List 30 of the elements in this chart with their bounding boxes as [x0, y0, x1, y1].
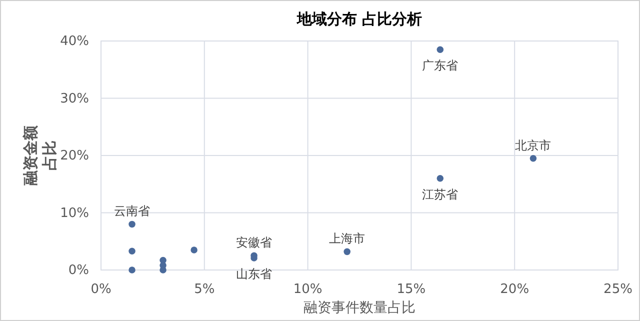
- y-tick-label: 20%: [60, 148, 89, 164]
- annotation: 广东省: [422, 58, 458, 73]
- y-tick-label: 40%: [60, 34, 89, 50]
- annotation: 江苏省: [422, 187, 458, 202]
- point: [128, 266, 136, 274]
- point: [344, 248, 350, 256]
- point: [436, 46, 444, 53]
- y-axis-title: 融资金额占比: [22, 124, 58, 186]
- x-tick-label: 5%: [194, 282, 215, 298]
- point: [190, 246, 198, 254]
- annotation: 上海市: [329, 232, 366, 246]
- x-axis-title: 融资事件数量占比: [304, 300, 416, 316]
- annotation: 云南省: [114, 204, 150, 218]
- y-tick-label: 0%: [68, 263, 89, 278]
- point: [128, 220, 136, 228]
- x-tick-label: 20%: [500, 282, 530, 298]
- x-tick-label: 25%: [604, 282, 632, 298]
- annotation: 山东省: [236, 266, 272, 281]
- x-tick-label: 0%: [90, 282, 112, 298]
- x-tick-label: 10%: [293, 282, 322, 298]
- point: [160, 266, 166, 274]
- point: [530, 154, 537, 162]
- annotation: 北京市: [515, 138, 552, 152]
- annotation: 安徽省: [236, 236, 272, 250]
- y-tick-label: 30%: [60, 91, 89, 106]
- y-tick-label: 10%: [60, 206, 89, 221]
- point: [128, 248, 136, 254]
- x-tick-label: 15%: [396, 282, 426, 298]
- point: [436, 175, 444, 182]
- chart-title: 地域分布 占比分析: [296, 10, 422, 28]
